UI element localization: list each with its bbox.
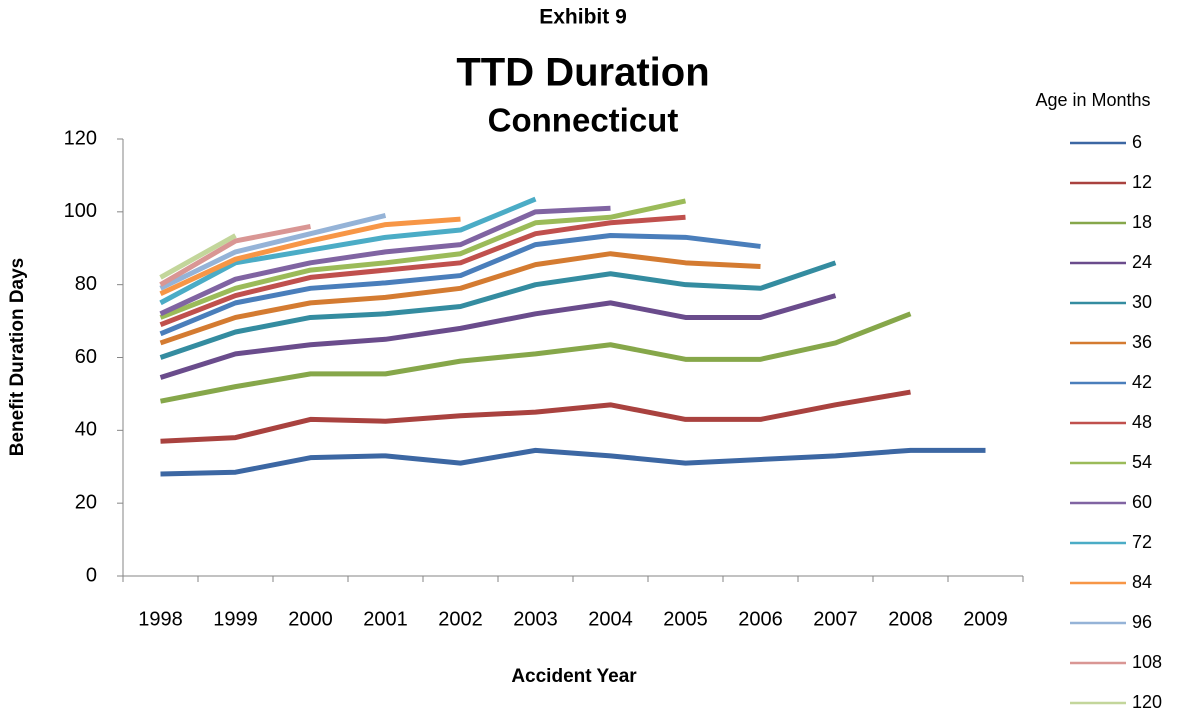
y-tick-label: 20 (75, 491, 97, 513)
series-line (160, 447, 986, 477)
series-line (159, 198, 687, 320)
x-tick-label: 2002 (438, 608, 483, 630)
series-line (159, 196, 537, 306)
chart-title: TTD Duration (456, 51, 709, 95)
y-axis-label: Benefit Duration Days (7, 258, 28, 456)
y-tick-label: 60 (75, 346, 97, 368)
x-tick-label: 2009 (963, 608, 1008, 630)
legend-label: 30 (1132, 292, 1152, 312)
x-axis-label: Accident Year (511, 666, 637, 687)
x-tick-label: 2001 (363, 608, 408, 630)
y-tick-label: 80 (75, 273, 97, 295)
series-line (159, 293, 837, 380)
series-line (159, 213, 387, 291)
legend-label: 120 (1132, 692, 1162, 712)
y-tick-label: 100 (64, 200, 97, 222)
x-tick-label: 2006 (738, 608, 783, 630)
y-tick-label: 40 (75, 419, 97, 441)
x-tick-label: 2005 (663, 608, 708, 630)
series-line (159, 260, 837, 360)
legend-label: 108 (1132, 652, 1162, 672)
series-line (159, 233, 761, 337)
series-line (159, 216, 461, 297)
series-line (159, 205, 611, 317)
x-tick-label: 2004 (588, 608, 633, 630)
legend-label: 96 (1132, 612, 1152, 632)
supertitle: Exhibit 9 (539, 6, 627, 29)
legend-label: 12 (1132, 172, 1152, 192)
legend-label: 36 (1132, 332, 1152, 352)
legend-label: 60 (1132, 492, 1152, 512)
legend-label: 6 (1132, 132, 1142, 152)
x-tick-label: 1999 (213, 608, 258, 630)
y-tick-label: 0 (86, 564, 97, 586)
x-tick-label: 2008 (888, 608, 933, 630)
y-tick-label: 120 (64, 127, 97, 149)
x-tick-label: 2007 (813, 608, 858, 630)
series-line (159, 223, 311, 287)
series-line (159, 214, 686, 328)
x-tick-label: 2003 (513, 608, 558, 630)
x-tick-label: 1998 (138, 608, 183, 630)
legend-label: 48 (1132, 412, 1152, 432)
series-line (160, 389, 911, 444)
series-line (160, 311, 912, 404)
series-line (159, 233, 237, 280)
series-line (159, 251, 761, 346)
legend-label: 72 (1132, 532, 1152, 552)
legend-label: 54 (1132, 452, 1152, 472)
x-tick-label: 2000 (288, 608, 333, 630)
legend-title: Age in Months (1035, 90, 1150, 110)
legend-label: 18 (1132, 212, 1152, 232)
legend-label: 42 (1132, 372, 1152, 392)
legend-label: 84 (1132, 572, 1152, 592)
chart-subtitle: Connecticut (488, 102, 679, 139)
legend-label: 24 (1132, 252, 1152, 272)
